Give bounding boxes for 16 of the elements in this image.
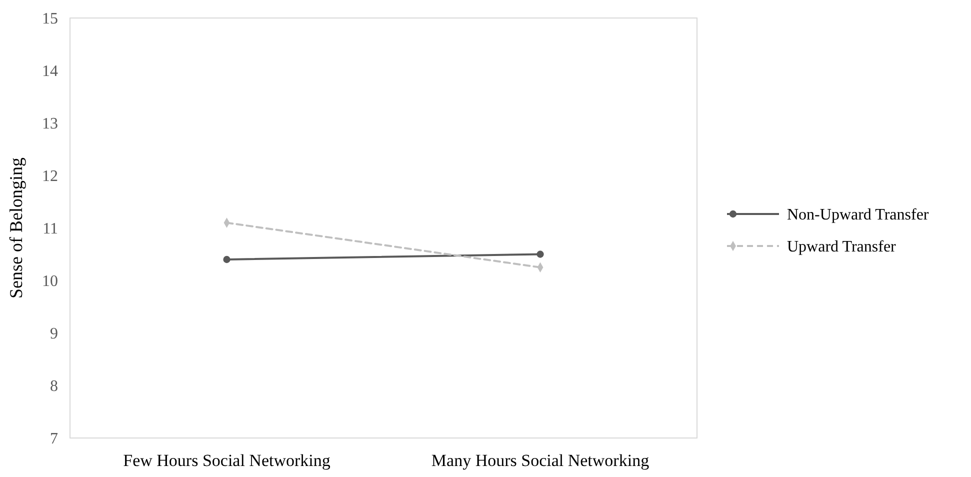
y-axis-title: Sense of Belonging (6, 158, 26, 298)
point (223, 256, 230, 264)
y-tick-label: 15 (42, 10, 58, 28)
y-tick-label: 8 (50, 378, 58, 396)
y-tick-label: 10 (42, 273, 58, 290)
y-tick-label: 9 (50, 326, 58, 343)
y-tick-label: 13 (42, 116, 58, 133)
x-tick-label: Many Hours Social Networking (431, 451, 650, 470)
legend-label: Upward Transfer (787, 238, 897, 256)
y-tick-label: 12 (42, 168, 58, 186)
legend-label: Non-Upward Transfer (787, 206, 930, 224)
y-tick-label: 11 (42, 220, 58, 238)
point (536, 250, 544, 258)
y-tick-label: 7 (50, 430, 58, 448)
x-tick-label: Few Hours Social Networking (123, 451, 331, 470)
y-tick-label: 14 (42, 63, 58, 80)
